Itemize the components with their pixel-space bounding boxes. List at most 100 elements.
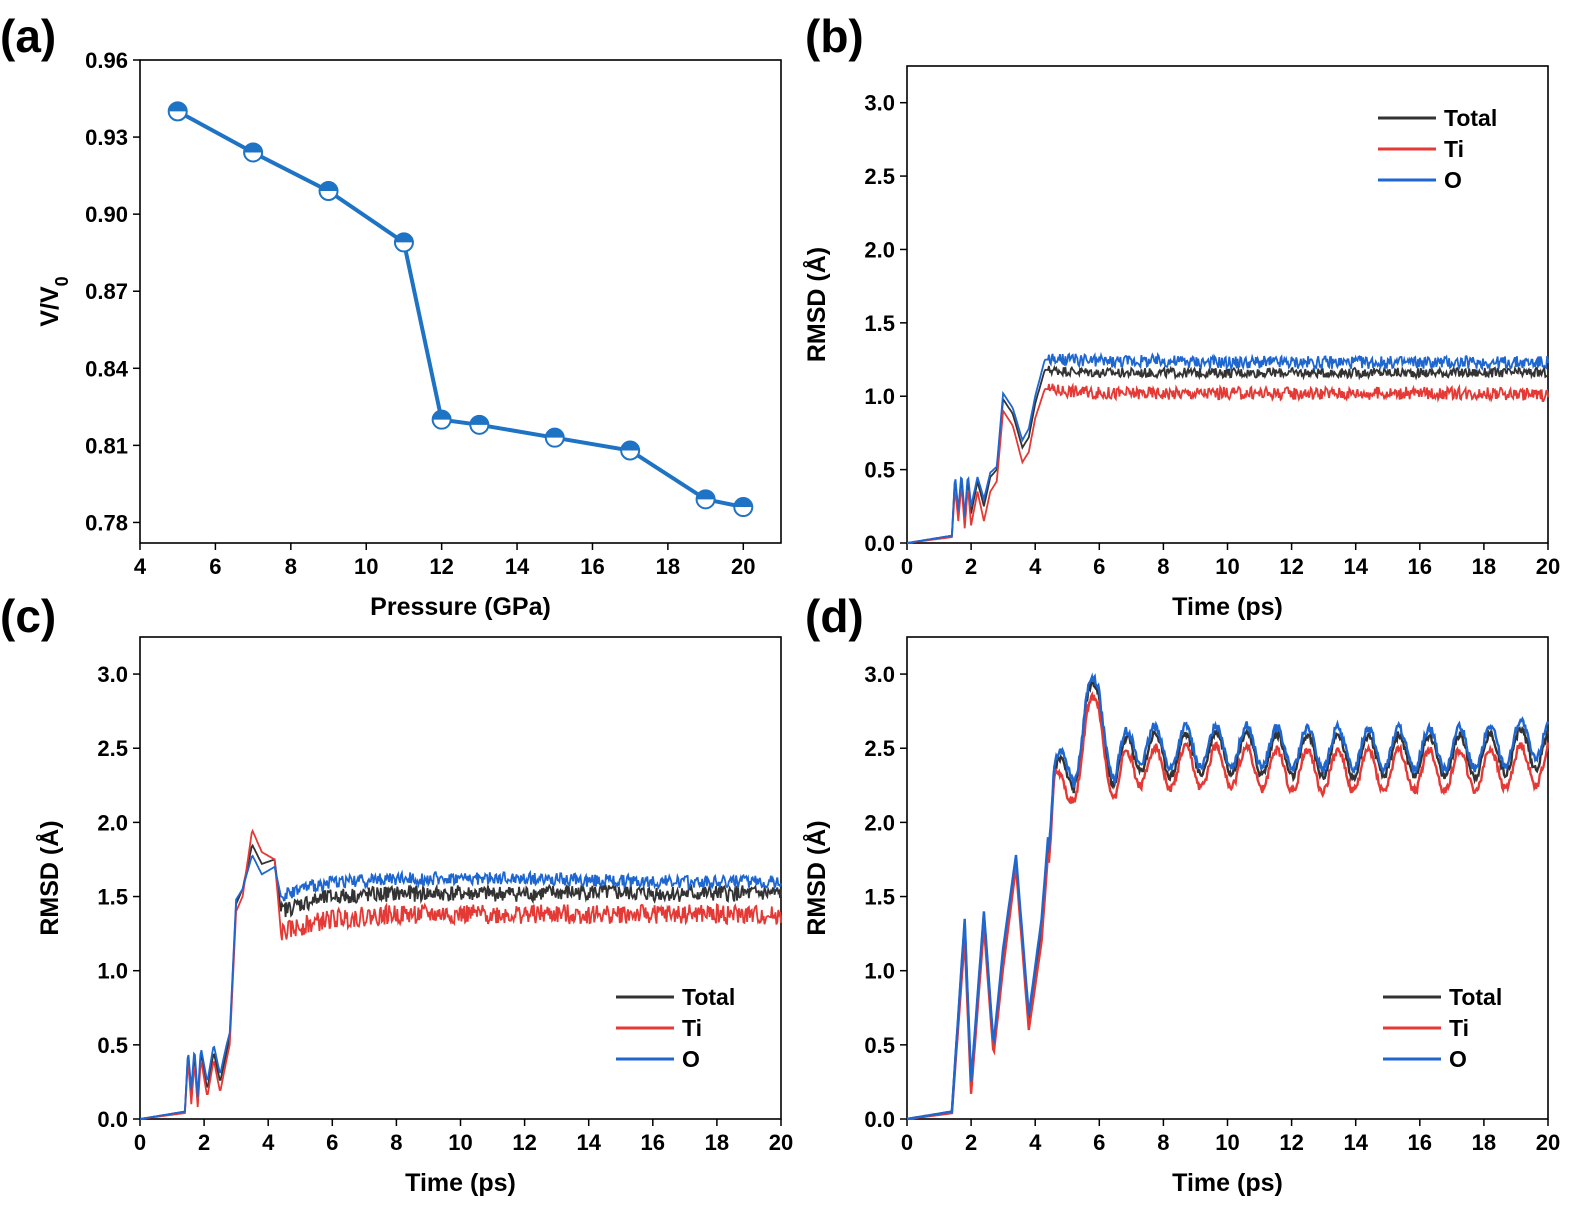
legend-label-o: O [1449, 1046, 1467, 1072]
y-axis-title: V/V0 [36, 276, 72, 326]
x-axis-title: Pressure (GPa) [370, 593, 551, 621]
series-line-ti [906, 382, 1549, 544]
x-tick-label: 16 [580, 554, 604, 579]
y-tick-label: 3.0 [864, 91, 895, 116]
x-tick-label: 12 [512, 1130, 536, 1155]
x-tick-label: 16 [641, 1130, 665, 1155]
plot-frame [139, 59, 782, 544]
y-tick-label: 0.90 [85, 202, 128, 227]
legend-label-o: O [682, 1046, 700, 1072]
y-tick-label: 0.87 [85, 279, 128, 304]
data-point [544, 427, 565, 448]
y-tick-label: 1.0 [864, 959, 895, 984]
x-tick-label: 0 [134, 1130, 146, 1155]
x-tick-label: 18 [1472, 1130, 1496, 1155]
data-point [469, 414, 490, 435]
x-axis-title: Time (ps) [405, 1169, 516, 1197]
data-point [733, 497, 754, 518]
chart-panel-c: (c) 0 2 4 6 8 10 12 14 16 18 20 0.0 0.5 1.0 1.5 2.0 2.5 3.… [0, 590, 793, 1197]
x-tick-label: 6 [326, 1130, 338, 1155]
x-tick-label: 8 [1157, 1130, 1169, 1155]
x-tick-label: 20 [769, 1130, 793, 1155]
panel-label: (a) [0, 10, 56, 62]
y-axis-title: RMSD (Å) [802, 820, 831, 935]
x-tick-label: 18 [705, 1130, 729, 1155]
y-tick-label: 3.0 [864, 662, 895, 687]
x-tick-label: 2 [965, 1130, 977, 1155]
y-axis-title: RMSD (Å) [35, 820, 64, 935]
y-tick-label: 0.93 [85, 125, 128, 150]
x-tick-label: 14 [576, 1130, 601, 1155]
y-axis-title: RMSD (Å) [802, 247, 831, 362]
series-line-o [906, 351, 1549, 544]
legend-label-total: Total [1449, 984, 1502, 1010]
x-tick-label: 6 [1093, 554, 1105, 579]
x-tick-label: 2 [965, 554, 977, 579]
pressure-volume-line [176, 109, 744, 509]
y-tick-label: 2.0 [864, 237, 895, 262]
y-tick-label: 2.0 [97, 810, 128, 835]
y-tick-label: 0.96 [85, 48, 128, 73]
x-tick-label: 14 [1343, 1130, 1368, 1155]
data-point [431, 409, 452, 430]
x-tick-label: 14 [505, 554, 530, 579]
x-tick-label: 18 [1472, 554, 1496, 579]
legend-label-ti: Ti [1444, 136, 1464, 162]
x-tick-label: 16 [1408, 1130, 1432, 1155]
y-tick-label: 0.0 [864, 1107, 895, 1132]
chart-panel-d: (d) 0 2 4 6 8 10 12 14 16 18 20 0.0 0.5 1.0 1.5 2.0 2.5 3.… [802, 590, 1560, 1197]
y-tick-label: 1.5 [864, 885, 895, 910]
x-tick-label: 8 [1157, 554, 1169, 579]
y-tick-label: 1.5 [97, 885, 128, 910]
y-tick-label: 1.0 [97, 959, 128, 984]
x-tick-label: 10 [448, 1130, 472, 1155]
x-axis-title: Time (ps) [1172, 593, 1283, 621]
x-tick-label: 10 [1215, 554, 1239, 579]
x-tick-label: 4 [262, 1130, 275, 1155]
data-point [318, 181, 339, 202]
x-tick-label: 10 [354, 554, 378, 579]
y-axis-subscript: 0 [52, 276, 72, 286]
y-tick-label: 0.0 [97, 1107, 128, 1132]
legend-label-total: Total [1444, 105, 1497, 131]
series-line-total [906, 364, 1549, 544]
x-tick-label: 18 [656, 554, 680, 579]
x-tick-label: 0 [901, 1130, 913, 1155]
y-tick-label: 2.5 [864, 736, 895, 761]
y-tick-label: 2.5 [864, 164, 895, 189]
x-tick-label: 14 [1343, 554, 1368, 579]
legend-label-total: Total [682, 984, 735, 1010]
marker-fill [394, 233, 413, 243]
x-tick-label: 16 [1408, 554, 1432, 579]
x-tick-label: 4 [1029, 1130, 1042, 1155]
y-tick-label: 2.5 [97, 736, 128, 761]
series-line-total [139, 843, 782, 1120]
marker-fill [470, 415, 489, 425]
marker-fill [696, 490, 715, 500]
y-tick-label: 0.0 [864, 531, 895, 556]
x-tick-label: 12 [429, 554, 453, 579]
x-tick-label: 6 [1093, 1130, 1105, 1155]
marker-fill [319, 182, 338, 192]
data-point [695, 489, 716, 510]
marker-fill [734, 498, 753, 508]
data-point [243, 142, 264, 163]
x-tick-label: 12 [1279, 1130, 1303, 1155]
x-tick-label: 20 [1536, 1130, 1560, 1155]
x-axis-title: Time (ps) [1172, 1169, 1283, 1197]
x-tick-label: 20 [1536, 554, 1560, 579]
y-tick-label: 0.81 [85, 433, 128, 458]
x-tick-label: 0 [901, 554, 913, 579]
y-tick-label: 0.78 [85, 510, 128, 535]
data-point [167, 101, 188, 122]
legend-label-o: O [1444, 167, 1462, 193]
series-line-ti [139, 828, 782, 1120]
x-tick-label: 2 [198, 1130, 210, 1155]
marker-fill [621, 441, 640, 451]
y-tick-label: 1.0 [864, 384, 895, 409]
series-line-o [139, 854, 782, 1120]
chart-panel-b: (b) 0 2 4 6 8 10 12 14 16 18 20 0.0 0.5 1.0 1.5 2.0 2.5 3.… [802, 10, 1560, 621]
chart-panel-a: (a) 4 6 8 10 12 14 16 18 20 0.78 0.81 0.84 0.87 0.90 0.… [0, 10, 782, 621]
data-point [393, 232, 414, 253]
x-tick-label: 4 [134, 554, 147, 579]
